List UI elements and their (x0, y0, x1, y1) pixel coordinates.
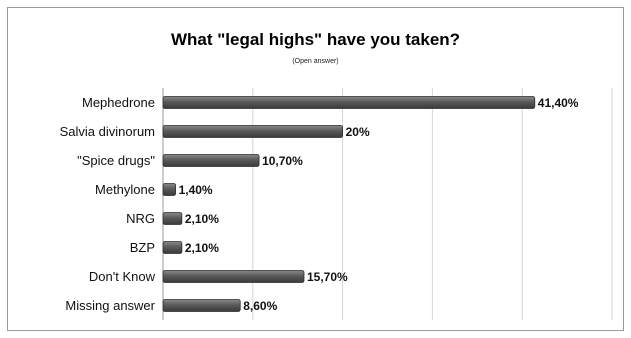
bar-4 (162, 212, 183, 225)
category-label: Methylone (95, 182, 155, 197)
bar-2 (162, 154, 260, 167)
category-label: NRG (126, 211, 155, 226)
chart-frame (7, 7, 624, 331)
category-label: Salvia divinorum (60, 124, 155, 139)
category-label: "Spice drugs" (77, 153, 155, 168)
bar-5 (162, 241, 183, 254)
value-label: 15,70% (307, 270, 348, 284)
category-label: Missing answer (65, 298, 155, 313)
value-label: 10,70% (262, 154, 303, 168)
category-label: BZP (130, 240, 155, 255)
bar-3 (162, 183, 176, 196)
bar-1 (162, 125, 344, 138)
category-label: Don't Know (89, 269, 156, 284)
value-label: 41,40% (538, 96, 579, 110)
bar-6 (162, 270, 305, 283)
value-label: 20% (346, 125, 370, 139)
value-label: 2,10% (185, 241, 219, 255)
value-label: 1,40% (179, 183, 213, 197)
value-label: 2,10% (185, 212, 219, 226)
chart-title: What "legal highs" have you taken? (170, 30, 461, 49)
bar-7 (162, 299, 241, 312)
category-label: Mephedrone (82, 95, 155, 110)
bar-0 (162, 96, 536, 109)
chart-subtitle: (Open answer) (292, 58, 339, 65)
value-label: 8,60% (243, 299, 277, 313)
